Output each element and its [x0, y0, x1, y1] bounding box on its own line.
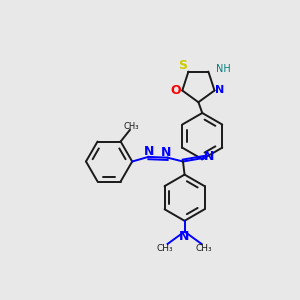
Text: NH: NH [216, 64, 231, 74]
Text: O: O [171, 84, 182, 97]
Text: N: N [179, 230, 190, 244]
Text: N: N [204, 150, 214, 163]
Text: S: S [178, 59, 188, 72]
Text: N: N [214, 85, 224, 95]
Text: CH₃: CH₃ [124, 122, 139, 130]
Text: CH₃: CH₃ [157, 244, 174, 253]
Text: N: N [144, 145, 154, 158]
Text: N: N [161, 146, 171, 159]
Text: CH₃: CH₃ [196, 244, 212, 253]
